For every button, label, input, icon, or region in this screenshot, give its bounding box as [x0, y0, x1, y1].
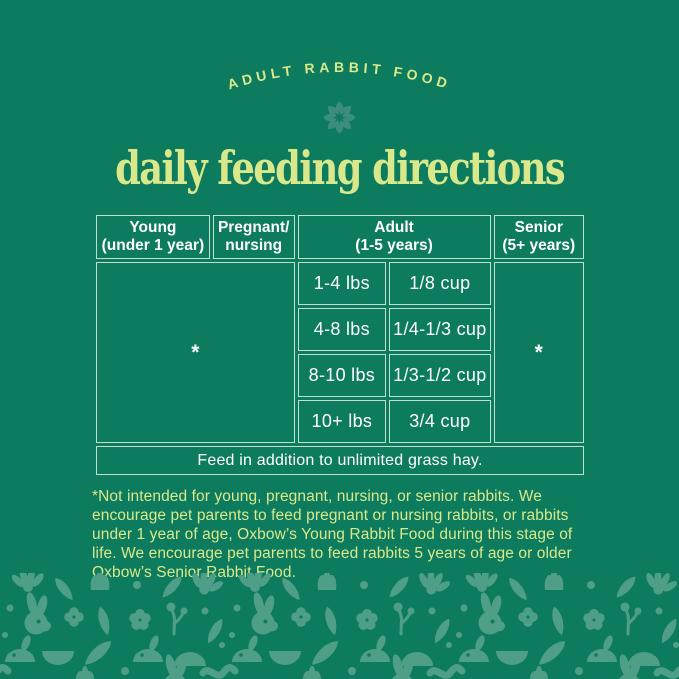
col-header-adult-line1: Adult	[374, 218, 414, 236]
adult-amount-cell: 1/4-1/3 cup	[389, 308, 491, 351]
col-header-young: Young (under 1 year)	[96, 215, 210, 259]
arc-text: ADULT RABBIT FOOD	[226, 59, 454, 92]
col-header-pregnant: Pregnant/ nursing	[212, 215, 295, 259]
col-header-adult-line2: (1-5 years)	[355, 237, 433, 254]
table-row: 8-10 lbs 1/3-1/2 cup	[96, 354, 584, 397]
page-title-text: daily feeding directions	[115, 141, 566, 195]
adult-weight-cell: 8-10 lbs	[297, 354, 387, 397]
col-header-senior-line2: (5+ years)	[502, 237, 576, 254]
col-header-adult: Adult (1-5 years)	[297, 215, 491, 259]
feeding-table: Young (under 1 year) Pregnant/ nursing A…	[93, 212, 587, 478]
footnote: *Not intended for young, pregnant, nursi…	[92, 488, 573, 582]
col-header-young-line1: Young	[129, 218, 177, 236]
adult-weight-cell: 10+ lbs	[297, 400, 387, 443]
svg-text:ADULT RABBIT FOOD: ADULT RABBIT FOOD	[226, 59, 454, 92]
adult-amount-cell: 3/4 cup	[389, 400, 491, 443]
senior-asterisk-cell: *	[493, 262, 584, 443]
table-header-row: Young (under 1 year) Pregnant/ nursing A…	[96, 215, 584, 259]
table-note-row: Feed in addition to unlimited grass hay.	[96, 446, 584, 475]
col-header-young-line2: (under 1 year)	[101, 237, 205, 254]
col-header-senior: Senior (5+ years)	[493, 215, 584, 259]
adult-amount-cell: 1/3-1/2 cup	[389, 354, 491, 397]
table-row: * 1-4 lbs 1/8 cup *	[96, 262, 584, 443]
adult-amount-cell: 1/8 cup	[389, 262, 491, 305]
col-header-senior-line1: Senior	[514, 218, 563, 236]
rabbit-pattern-band	[0, 573, 679, 679]
star-cutout	[332, 110, 347, 125]
table-row: 4-8 lbs 1/4-1/3 cup	[96, 308, 584, 351]
page-title: daily feeding directions	[0, 141, 679, 195]
hay-note-cell: Feed in addition to unlimited grass hay.	[96, 446, 584, 475]
brand-arched-label: ADULT RABBIT FOOD	[226, 59, 449, 92]
col-header-pregnant-line1: Pregnant/	[217, 218, 290, 236]
young-pregnant-asterisk-cell: *	[96, 262, 295, 443]
col-header-pregnant-line2: nursing	[225, 237, 283, 254]
table-row: 10+ lbs 3/4 cup	[96, 400, 584, 443]
adult-weight-cell: 1-4 lbs	[297, 262, 387, 305]
adult-weight-cell: 4-8 lbs	[297, 308, 387, 351]
flower-icon	[323, 101, 356, 134]
